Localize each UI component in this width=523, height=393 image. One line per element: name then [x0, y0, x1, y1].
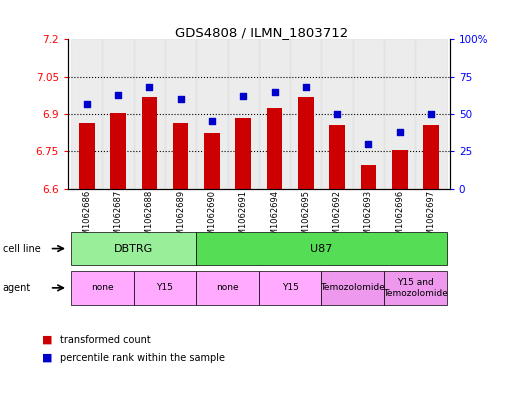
Bar: [360, 165, 376, 189]
Point: [427, 111, 435, 117]
Bar: [228, 39, 259, 189]
Text: transformed count: transformed count: [60, 335, 151, 345]
Bar: [204, 132, 220, 189]
Bar: [329, 125, 345, 189]
Text: Y15: Y15: [282, 283, 299, 292]
Text: cell line: cell line: [3, 244, 40, 253]
Point: [395, 129, 404, 135]
Point: [270, 88, 279, 95]
Text: U87: U87: [310, 244, 333, 253]
Text: Y15: Y15: [156, 283, 174, 292]
Bar: [196, 39, 228, 189]
Point: [333, 111, 342, 117]
Bar: [384, 39, 415, 189]
Bar: [142, 97, 157, 189]
Point: [114, 92, 122, 98]
Text: agent: agent: [3, 283, 31, 293]
Text: ■: ■: [42, 353, 52, 363]
Bar: [71, 39, 103, 189]
Point: [145, 84, 154, 90]
Bar: [103, 39, 134, 189]
Point: [364, 141, 372, 147]
Point: [83, 100, 91, 107]
Bar: [165, 39, 196, 189]
Bar: [110, 113, 126, 189]
Text: percentile rank within the sample: percentile rank within the sample: [60, 353, 225, 363]
Bar: [298, 97, 314, 189]
Bar: [353, 39, 384, 189]
Bar: [322, 39, 353, 189]
Bar: [392, 150, 407, 189]
Text: none: none: [217, 283, 239, 292]
Bar: [423, 125, 439, 189]
Text: Temozolomide: Temozolomide: [320, 283, 385, 292]
Bar: [267, 108, 282, 189]
Point: [302, 84, 310, 90]
Bar: [259, 39, 290, 189]
Text: Y15 and
Temozolomide: Y15 and Temozolomide: [383, 278, 448, 298]
Point: [176, 96, 185, 102]
Point: [239, 93, 247, 99]
Text: GDS4808 / ILMN_1803712: GDS4808 / ILMN_1803712: [175, 26, 348, 39]
Bar: [290, 39, 322, 189]
Point: [208, 118, 216, 125]
Bar: [79, 123, 95, 189]
Bar: [134, 39, 165, 189]
Bar: [173, 123, 188, 189]
Text: DBTRG: DBTRG: [114, 244, 153, 253]
Bar: [415, 39, 447, 189]
Text: ■: ■: [42, 335, 52, 345]
Text: none: none: [91, 283, 113, 292]
Bar: [235, 118, 251, 189]
